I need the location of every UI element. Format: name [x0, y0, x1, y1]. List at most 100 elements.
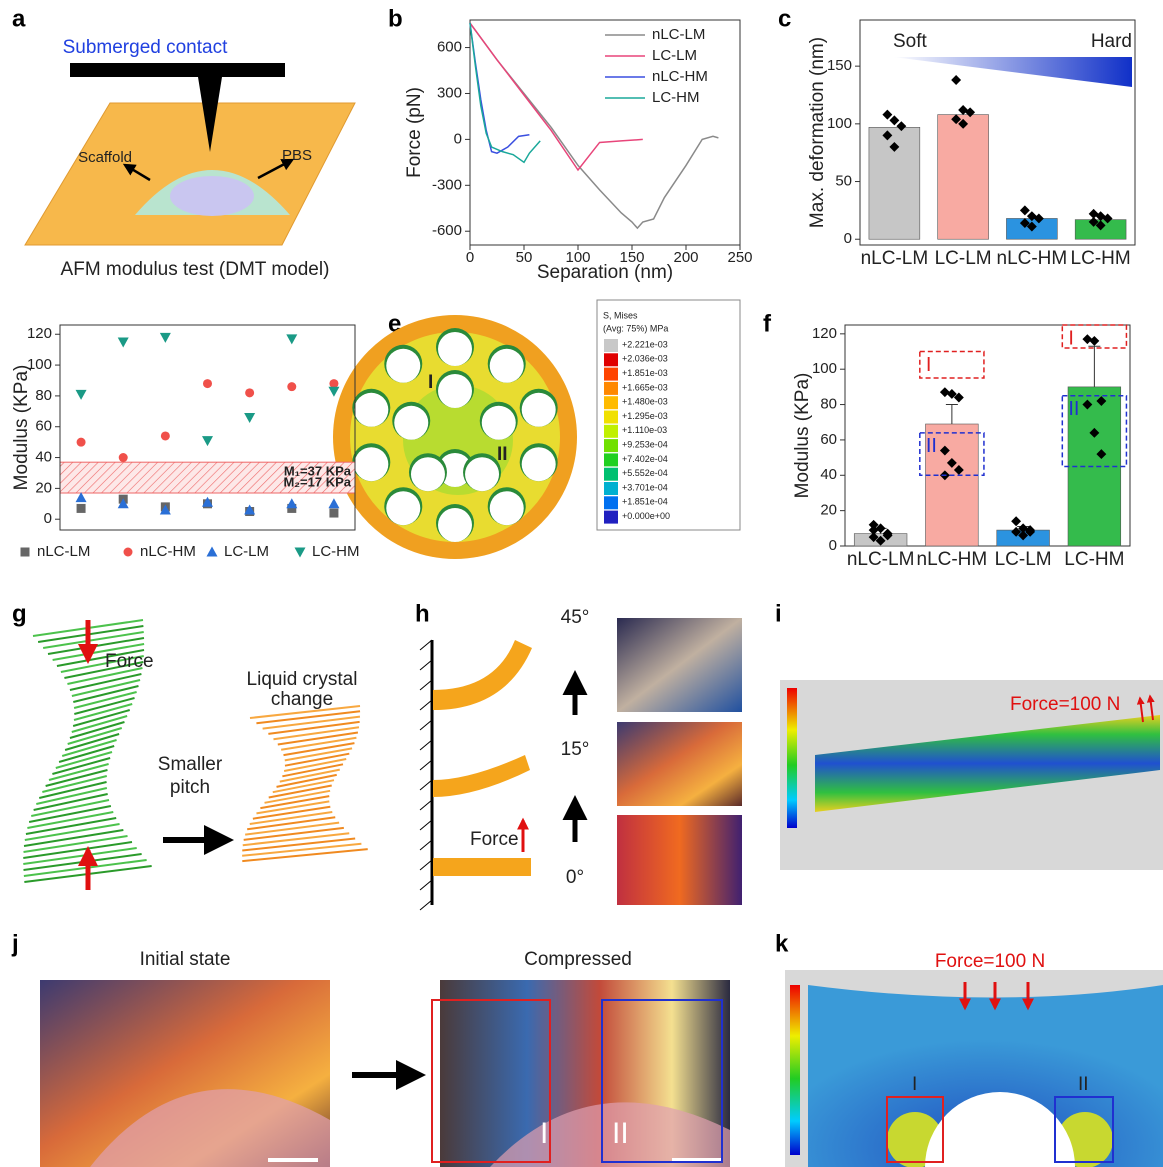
x-tick-label: nLC-LM	[861, 248, 929, 269]
y-tick-label: 60	[35, 418, 52, 435]
marker	[21, 548, 30, 557]
strand	[263, 717, 360, 729]
y-tick-label: 50	[835, 173, 852, 190]
legend-label: +1.295e-03	[622, 411, 668, 421]
y-tick-label: 40	[820, 466, 837, 483]
label: Submerged contact	[63, 37, 228, 58]
data-point	[1020, 205, 1030, 215]
region-label: II	[926, 435, 937, 457]
marker	[295, 548, 306, 558]
legend-subtitle: (Avg: 75%) MPa	[603, 323, 668, 333]
label: Compressed	[524, 949, 632, 970]
legend-swatch	[604, 453, 618, 466]
legend-swatch	[604, 368, 618, 381]
marker	[161, 431, 170, 440]
bar	[433, 755, 530, 797]
hole	[522, 447, 556, 481]
colorbar	[787, 688, 797, 828]
legend-label: +2.036e-03	[622, 354, 668, 364]
bar	[433, 640, 532, 710]
legend-label: +3.701e-04	[622, 482, 668, 492]
caption: AFM modulus test (DMT model)	[61, 259, 330, 280]
y-tick-label: 100	[827, 115, 852, 132]
hole	[394, 406, 428, 440]
y-axis-label: Force (pN)	[404, 87, 425, 178]
legend-label: LC-HM	[652, 89, 700, 106]
legend-swatch	[604, 482, 618, 495]
y-tick-label: 80	[820, 396, 837, 413]
legend-label: nLC-HM	[140, 543, 196, 560]
legend-swatch	[604, 411, 618, 424]
marker	[245, 388, 254, 397]
marker	[118, 337, 129, 347]
line	[470, 23, 643, 170]
legend-label: +1.665e-03	[622, 382, 668, 392]
legend-label: +1.851e-03	[622, 368, 668, 378]
legend-label: +1.110e-03	[622, 425, 667, 435]
legend-swatch	[604, 468, 618, 481]
bar	[938, 115, 989, 240]
legend-label: +2.221e-03	[622, 339, 668, 349]
y-tick-label: 0	[844, 230, 852, 247]
y-tick-label: 0	[454, 130, 462, 147]
marker	[124, 548, 133, 557]
legend-swatch	[604, 339, 618, 352]
y-tick-label: -300	[432, 176, 462, 193]
marker	[207, 547, 218, 557]
y-tick-label: 0	[829, 537, 837, 554]
x-tick-label: 0	[466, 249, 474, 266]
legend-swatch	[604, 396, 618, 409]
x-tick-label: LC-HM	[1064, 549, 1124, 570]
marker	[76, 492, 87, 502]
legend-swatch	[604, 382, 618, 395]
hole	[438, 508, 472, 542]
hole	[490, 491, 524, 525]
x-tick-label: nLC-HM	[917, 549, 988, 570]
hole	[482, 406, 516, 440]
region-label: I	[428, 372, 433, 393]
region-label: II	[1068, 398, 1079, 420]
legend-label: +5.552e-04	[622, 468, 668, 478]
label: Smaller	[158, 754, 223, 775]
hole	[386, 349, 420, 383]
figure: a Submerged contact Scaffold PBS AFM mod…	[0, 0, 1163, 1167]
strand	[242, 844, 361, 856]
label: PBS	[282, 147, 312, 164]
region-label: I	[926, 354, 932, 376]
x-tick-label: 250	[727, 249, 752, 266]
error-bar	[1088, 346, 1100, 387]
hole	[386, 491, 420, 525]
legend-label: +1.851e-04	[622, 497, 668, 507]
band-label: M₁=37 KPa	[284, 464, 352, 479]
marker	[328, 498, 339, 508]
panel-label: i	[775, 600, 782, 627]
legend-label: nLC-LM	[37, 543, 90, 560]
error-bar	[946, 405, 958, 424]
legend-swatch	[604, 425, 618, 438]
legend-label: +1.480e-03	[622, 397, 668, 407]
x-tick-label: 200	[673, 249, 698, 266]
gradient-label: Hard	[1091, 31, 1132, 52]
bar	[433, 858, 531, 876]
panel-label: f	[763, 310, 772, 337]
hole	[490, 349, 524, 383]
label: Force	[105, 651, 154, 672]
wall-hatch	[420, 640, 432, 910]
y-axis-label: Modulus (KPa)	[792, 373, 813, 499]
y-tick-label: 600	[437, 39, 462, 56]
marker	[244, 413, 255, 423]
marker	[76, 390, 87, 400]
data-point	[1082, 334, 1092, 344]
gradient-triangle	[893, 57, 1132, 87]
hole	[465, 457, 499, 491]
region-label: II	[497, 444, 508, 465]
hole	[411, 457, 445, 491]
plot-frame	[470, 20, 740, 245]
label: Scaffold	[78, 149, 132, 166]
angle-label: 0°	[566, 867, 584, 888]
panel-label: a	[12, 5, 26, 32]
strand	[242, 839, 355, 851]
label: change	[271, 689, 333, 710]
y-axis-label: Max. deformation (nm)	[807, 37, 828, 228]
x-tick-label: nLC-LM	[847, 549, 915, 570]
